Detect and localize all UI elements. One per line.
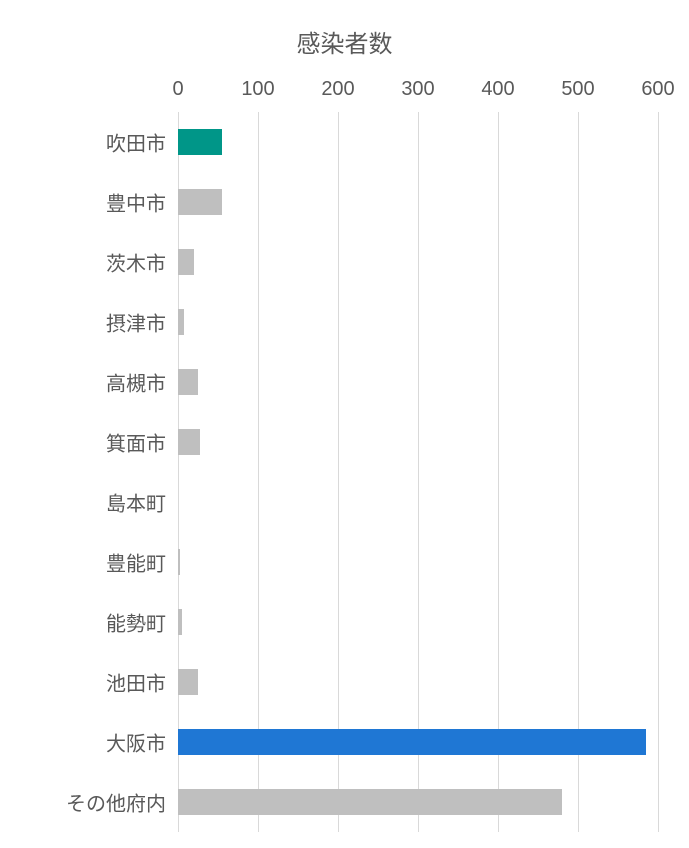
y-tick-label: 豊能町 bbox=[106, 548, 166, 577]
y-tick-label: 豊中市 bbox=[106, 188, 166, 217]
gridline bbox=[418, 112, 419, 832]
y-tick-label: 摂津市 bbox=[106, 308, 166, 337]
bar bbox=[178, 189, 222, 215]
gridline bbox=[578, 112, 579, 832]
chart-title: 感染者数 bbox=[0, 24, 689, 59]
y-tick-label: 能勢町 bbox=[106, 608, 166, 637]
y-tick-label: 茨木市 bbox=[106, 248, 166, 277]
bar bbox=[178, 249, 194, 275]
bar bbox=[178, 429, 200, 455]
gridline bbox=[338, 112, 339, 832]
x-tick-label: 300 bbox=[401, 78, 434, 101]
bar bbox=[178, 309, 184, 335]
bar bbox=[178, 609, 182, 635]
y-tick-label: 吹田市 bbox=[106, 128, 166, 157]
x-tick-label: 200 bbox=[321, 78, 354, 101]
gridline bbox=[658, 112, 659, 832]
bar bbox=[178, 369, 198, 395]
gridline bbox=[178, 112, 179, 832]
bar bbox=[178, 549, 180, 575]
bar bbox=[178, 129, 222, 155]
gridline bbox=[498, 112, 499, 832]
x-tick-label: 400 bbox=[481, 78, 514, 101]
y-tick-label: 大阪市 bbox=[106, 728, 166, 757]
bar bbox=[178, 669, 198, 695]
bar-chart: 感染者数 0 100 200 300 400 500 600 吹田市豊中市茨木市摂津市高槻市箕… bbox=[0, 0, 689, 848]
plot-area bbox=[178, 112, 658, 832]
x-tick-label: 600 bbox=[641, 78, 674, 101]
y-tick-label: その他府内 bbox=[66, 788, 166, 817]
x-tick-label: 0 bbox=[172, 78, 183, 101]
y-tick-label: 島本町 bbox=[106, 488, 166, 517]
y-tick-label: 箕面市 bbox=[106, 428, 166, 457]
x-tick-label: 100 bbox=[241, 78, 274, 101]
bar bbox=[178, 789, 562, 815]
y-tick-label: 池田市 bbox=[106, 668, 166, 697]
bar bbox=[178, 729, 646, 755]
y-tick-label: 高槻市 bbox=[106, 368, 166, 397]
x-tick-label: 500 bbox=[561, 78, 594, 101]
gridline bbox=[258, 112, 259, 832]
